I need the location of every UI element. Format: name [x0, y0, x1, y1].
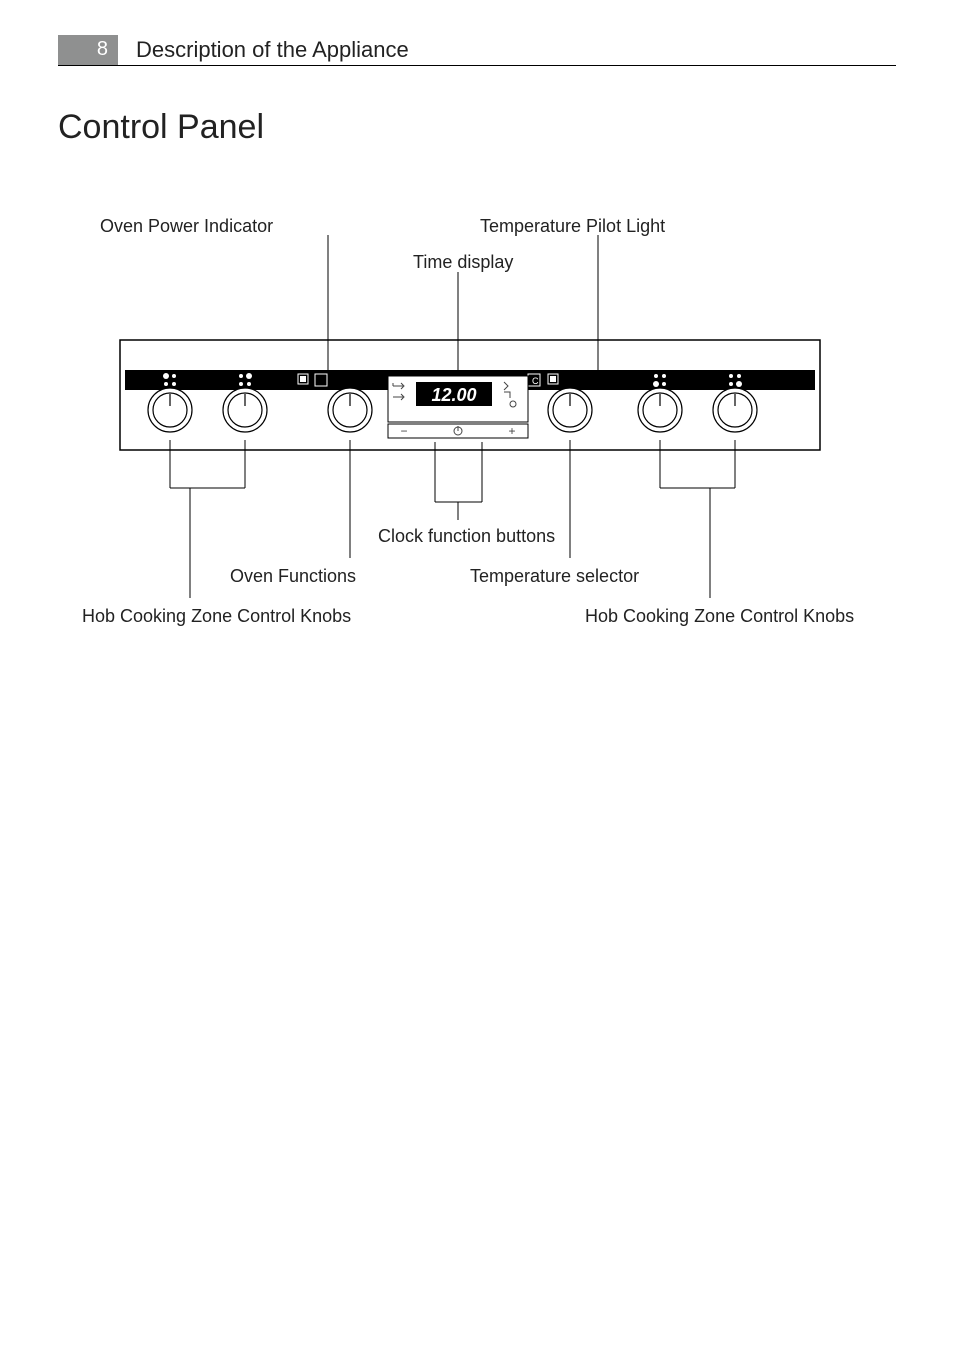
label-hob-right: Hob Cooking Zone Control Knobs [585, 606, 854, 627]
label-oven-power-indicator: Oven Power Indicator [100, 216, 273, 237]
label-oven-functions: Oven Functions [230, 566, 356, 587]
svg-text:+: + [508, 424, 515, 438]
page-number: 8 [97, 38, 108, 61]
page-number-box: 8 [58, 35, 118, 65]
svg-text:−: − [400, 424, 407, 438]
time-display-text: 12.00 [431, 385, 476, 405]
label-hob-left: Hob Cooking Zone Control Knobs [82, 606, 351, 627]
header-title: Description of the Appliance [136, 37, 409, 63]
label-temperature-pilot-light: Temperature Pilot Light [480, 216, 665, 237]
page: 8 Description of the Appliance Control P… [0, 0, 954, 1352]
header-bar: 8 Description of the Appliance [58, 34, 896, 66]
label-temperature-selector: Temperature selector [470, 566, 639, 587]
svg-text:C: C [532, 376, 539, 386]
control-panel-diagram: Oven Power Indicator Temperature Pilot L… [90, 200, 850, 620]
label-time-display: Time display [413, 252, 513, 273]
section-title: Control Panel [58, 108, 264, 147]
label-clock-function-buttons: Clock function buttons [378, 526, 555, 547]
